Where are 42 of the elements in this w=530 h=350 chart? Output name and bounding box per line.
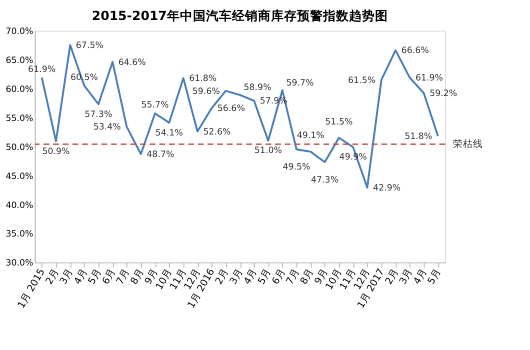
y-tick-label: 65.0%: [6, 56, 34, 66]
data-label: 49.1%: [296, 131, 324, 142]
data-label: 59.6%: [192, 86, 220, 97]
y-tick-label: 60.0%: [6, 84, 34, 95]
data-label: 51.5%: [325, 117, 353, 128]
data-label: 51.0%: [254, 146, 282, 156]
y-tick-label: 70.0%: [6, 27, 34, 38]
data-label: 47.3%: [311, 175, 339, 186]
data-label: 59.7%: [286, 78, 314, 88]
data-label: 55.7%: [141, 100, 169, 111]
data-label: 51.8%: [404, 132, 432, 142]
data-label: 66.6%: [401, 46, 429, 56]
data-label: 48.7%: [146, 150, 174, 160]
x-tick-label: 3月: [58, 267, 76, 286]
y-tick-label: 50.0%: [6, 142, 34, 153]
data-label: 53.4%: [93, 122, 121, 133]
x-tick-label: 3月: [398, 267, 416, 286]
ref-line-label: 荣枯线: [452, 138, 483, 150]
x-tick-label: 5月: [256, 267, 274, 286]
x-tick-label: 5月: [426, 267, 444, 286]
data-label: 61.8%: [189, 74, 217, 84]
data-label: 42.9%: [373, 184, 401, 194]
data-label: 50.9%: [42, 146, 70, 157]
data-label: 59.2%: [430, 89, 458, 100]
y-tick-label: 35.0%: [6, 230, 34, 240]
y-tick-label: 30.0%: [6, 258, 34, 269]
data-label: 52.6%: [203, 127, 231, 138]
chart-title: 2015-2017年中国汽车经销商库存预警指数趋势图: [92, 8, 388, 24]
y-tick-label: 40.0%: [6, 200, 34, 211]
data-label: 67.5%: [76, 41, 104, 52]
data-label: 49.5%: [282, 162, 310, 173]
data-label: 61.9%: [28, 64, 56, 75]
data-label: 61.5%: [348, 76, 376, 86]
data-label: 56.6%: [217, 104, 245, 114]
y-tick-label: 55.0%: [6, 114, 34, 124]
data-label: 57.3%: [84, 110, 112, 120]
data-label: 58.9%: [244, 83, 272, 94]
x-tick-label: 3月: [228, 267, 246, 286]
data-label: 64.6%: [118, 58, 146, 68]
data-label: 54.1%: [155, 128, 183, 138]
y-tick-label: 45.0%: [6, 172, 34, 182]
data-label: 61.9%: [415, 73, 444, 84]
